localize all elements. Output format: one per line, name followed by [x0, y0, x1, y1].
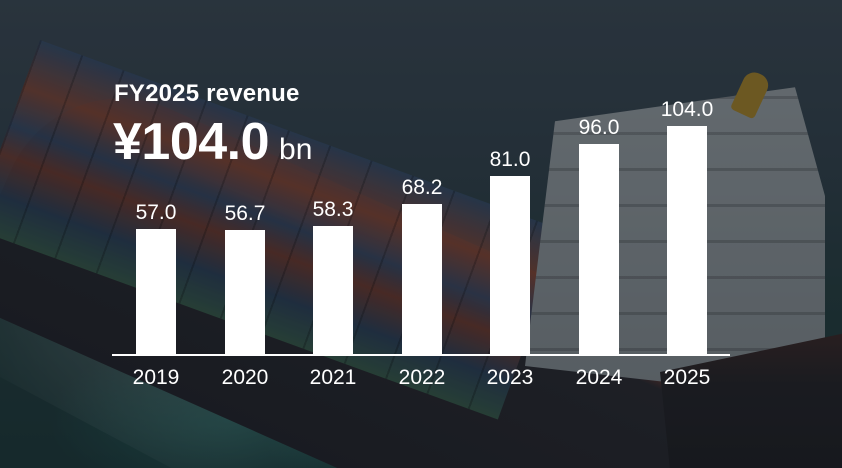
- bar-value-label: 96.0: [578, 116, 620, 139]
- bar-2021: [313, 226, 353, 354]
- headline-value: ¥104.0: [113, 113, 270, 171]
- headline-unit: bn: [279, 133, 313, 166]
- bar-2024: [579, 144, 619, 354]
- x-axis-line: [112, 354, 730, 356]
- chart-title: FY2025 revenue: [114, 80, 300, 107]
- x-tick-label: 2025: [663, 366, 711, 389]
- bar-value-label: 68.2: [401, 176, 443, 199]
- bar-value-label: 81.0: [489, 148, 531, 171]
- x-tick-label: 2022: [398, 366, 446, 389]
- bar-2022: [402, 204, 442, 354]
- bar-value-label: 104.0: [660, 98, 714, 121]
- x-tick-label: 2024: [575, 366, 623, 389]
- bar-2023: [490, 176, 530, 354]
- bar-value-label: 58.3: [312, 198, 354, 221]
- bar-2019: [136, 229, 176, 354]
- bar-2020: [225, 230, 265, 354]
- x-tick-label: 2021: [309, 366, 357, 389]
- bar-2025: [667, 126, 707, 354]
- headline-figure: ¥104.0 bn: [113, 116, 312, 168]
- x-tick-label: 2023: [486, 366, 534, 389]
- x-tick-label: 2020: [221, 366, 269, 389]
- bar-value-label: 57.0: [135, 201, 177, 224]
- x-tick-label: 2019: [132, 366, 180, 389]
- bar-value-label: 56.7: [224, 202, 266, 225]
